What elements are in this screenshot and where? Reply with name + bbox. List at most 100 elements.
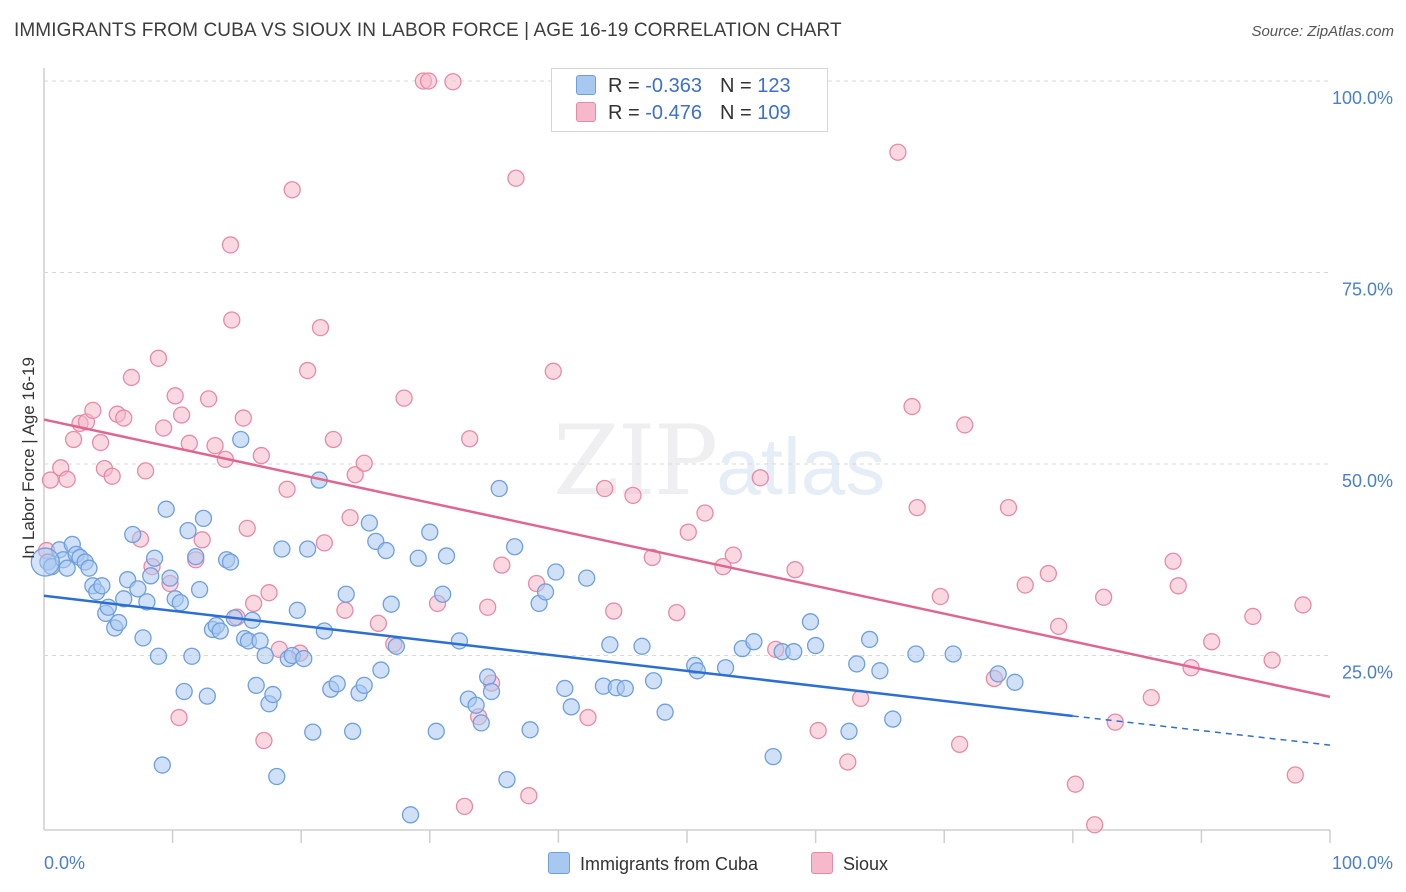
cuba-point xyxy=(421,523,439,541)
sioux-point xyxy=(903,397,921,416)
sioux-point xyxy=(493,556,511,574)
sioux-point xyxy=(199,390,218,408)
cuba-point xyxy=(860,630,879,649)
legend-r-value: -0.476 xyxy=(645,102,702,124)
cuba-point xyxy=(190,580,209,599)
y-tick-label: 50.0% xyxy=(1342,471,1393,491)
cuba-point xyxy=(288,601,306,619)
cuba-point xyxy=(467,696,485,714)
sioux-point xyxy=(395,389,413,407)
sioux-point xyxy=(999,499,1018,517)
gridlines xyxy=(44,80,1330,656)
legend-item-cuba: Immigrants from Cuba xyxy=(548,852,758,875)
sioux-point xyxy=(298,361,317,380)
sioux-point xyxy=(786,561,804,579)
cuba-point xyxy=(578,569,596,587)
cuba-point xyxy=(198,687,216,705)
cuba-point xyxy=(360,514,379,532)
sioux-point xyxy=(1263,651,1281,669)
y-tick-label: 25.0% xyxy=(1342,663,1393,683)
sioux-point xyxy=(103,467,121,485)
sioux-point xyxy=(221,236,240,254)
sioux-point xyxy=(341,508,359,527)
sioux-point xyxy=(369,614,388,632)
cuba-point xyxy=(785,643,803,661)
cuba-point xyxy=(490,479,508,498)
sioux-point xyxy=(889,143,907,161)
sioux-point xyxy=(149,349,168,367)
cuba-point xyxy=(716,659,735,677)
legend-swatch-sioux xyxy=(811,852,833,874)
sioux-point xyxy=(238,519,256,537)
cuba-point xyxy=(745,633,763,651)
sioux-point xyxy=(91,433,110,452)
axes xyxy=(43,68,1330,831)
cuba-point xyxy=(187,548,205,566)
cuba-point xyxy=(295,649,313,668)
sioux-point xyxy=(679,523,697,541)
sioux-point xyxy=(507,169,525,187)
y-axis-label: In Labor Force | Age 16-19 xyxy=(19,357,38,559)
sioux-point xyxy=(64,430,83,449)
cuba-point xyxy=(221,553,240,571)
cuba-point xyxy=(161,569,179,587)
cuba-point xyxy=(183,647,201,665)
cuba-point xyxy=(907,645,925,663)
sioux-point xyxy=(58,470,76,488)
sioux-point xyxy=(950,735,969,754)
cuba-point xyxy=(115,590,133,608)
cuba-trend-extension xyxy=(1072,715,1331,746)
cuba-point xyxy=(124,525,142,544)
cuba-point xyxy=(138,593,156,611)
cuba-point xyxy=(298,540,317,558)
cuba-point xyxy=(764,747,782,766)
sioux-point xyxy=(244,594,263,613)
sioux-point xyxy=(1169,577,1187,595)
sioux-point xyxy=(544,362,562,380)
legend-r-label: R = xyxy=(608,102,646,124)
legend-label-sioux: Sioux xyxy=(843,854,889,874)
cuba-trend-line xyxy=(43,594,1073,718)
y-tick-label: 75.0% xyxy=(1342,280,1393,300)
sioux-point xyxy=(520,787,538,805)
trend-lines xyxy=(43,418,1331,746)
sioux-point xyxy=(172,406,191,424)
cuba-point xyxy=(129,580,147,598)
cuba-point xyxy=(848,655,866,673)
sioux-point xyxy=(809,721,827,740)
sioux-point xyxy=(154,419,173,437)
legend-n-value: 109 xyxy=(757,102,791,124)
sioux-point xyxy=(479,598,497,616)
cuba-point xyxy=(562,698,580,716)
sioux-point xyxy=(724,546,742,564)
sioux-point xyxy=(1244,607,1262,626)
sioux-point xyxy=(1203,633,1221,651)
cuba-point xyxy=(134,629,152,647)
sioux-point xyxy=(1106,713,1124,731)
cuba-point xyxy=(157,500,175,518)
cuba-point xyxy=(644,672,663,690)
legend-row-sioux: R = -0.476 N = 109 xyxy=(576,102,791,126)
sioux-point xyxy=(346,466,364,484)
legend-swatch-cuba xyxy=(576,75,596,95)
cuba-point xyxy=(251,632,269,650)
sioux-point xyxy=(751,469,769,487)
cuba-point xyxy=(450,632,469,650)
sioux-point xyxy=(605,602,623,620)
cuba-point xyxy=(616,679,634,698)
cuba-point xyxy=(382,595,400,613)
legend-r-label: R = xyxy=(608,75,646,97)
sioux-point xyxy=(931,587,949,606)
sioux-point xyxy=(234,409,252,427)
sioux-point xyxy=(1086,816,1104,834)
sioux-point xyxy=(1286,766,1304,784)
sioux-point xyxy=(223,311,241,329)
sioux-point xyxy=(1039,564,1058,583)
cuba-point xyxy=(840,722,858,740)
legend-n-value: 123 xyxy=(757,75,791,97)
sioux-point xyxy=(283,181,301,199)
cuba-point xyxy=(656,703,674,721)
cuba-point xyxy=(479,668,497,686)
sioux-points xyxy=(37,72,1312,834)
